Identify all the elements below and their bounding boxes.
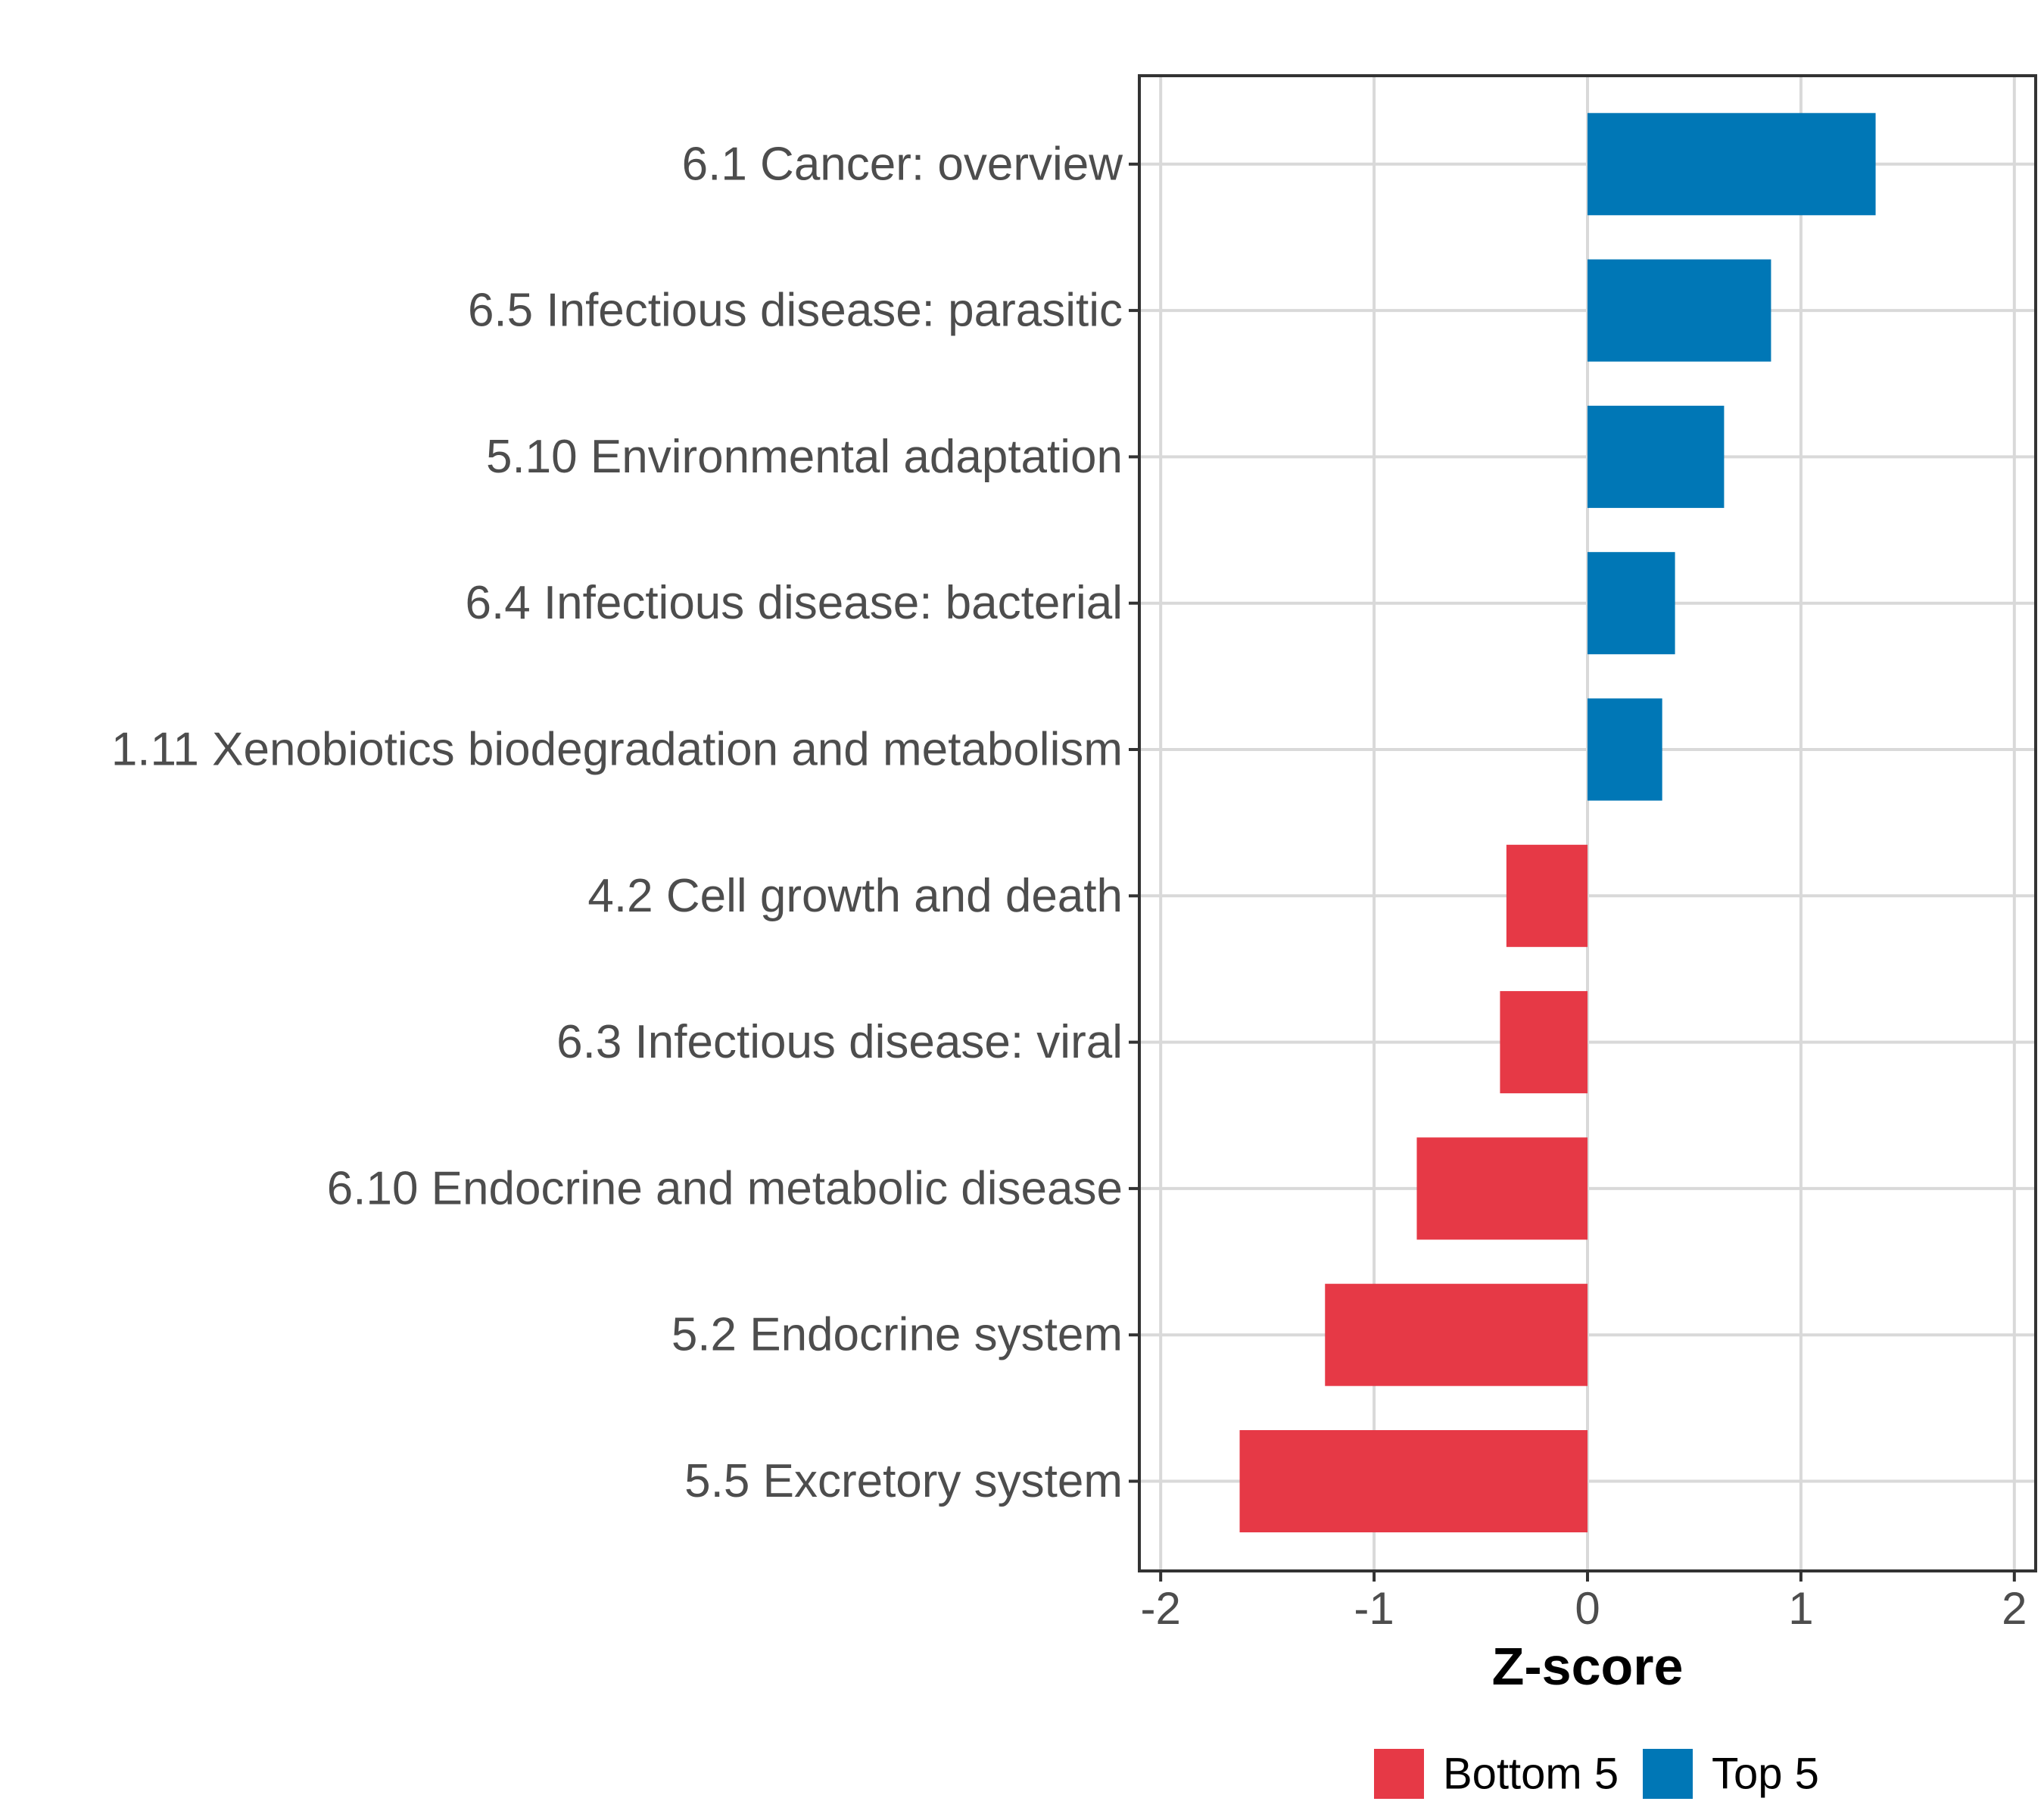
x-tick-label: -1 xyxy=(1354,1583,1394,1634)
legend-key-1 xyxy=(1643,1749,1693,1799)
bar-0 xyxy=(1588,113,1876,216)
bar-9 xyxy=(1239,1430,1588,1532)
y-tick-label: 1.11 Xenobiotics biodegradation and meta… xyxy=(111,724,1123,776)
bar-1 xyxy=(1588,259,1771,362)
bar-3 xyxy=(1588,552,1675,655)
y-tick-label: 6.4 Infectious disease: bacterial xyxy=(465,577,1123,629)
y-tick-label: 6.5 Infectious disease: parasitic xyxy=(468,285,1123,337)
y-tick-label: 5.2 Endocrine system xyxy=(671,1309,1123,1361)
bar-7 xyxy=(1416,1137,1588,1240)
legend: Bottom 5 Top 5 xyxy=(1374,1749,1819,1799)
y-tick-label: 6.3 Infectious disease: viral xyxy=(556,1016,1123,1068)
x-axis-title: Z-score xyxy=(1492,1637,1684,1696)
bar-5 xyxy=(1506,844,1588,947)
x-tick-label: 2 xyxy=(2002,1583,2027,1634)
y-tick-label: 5.10 Environmental adaptation xyxy=(486,431,1123,483)
legend-key-0 xyxy=(1374,1749,1424,1799)
bars xyxy=(1239,113,1876,1532)
bar-6 xyxy=(1500,991,1588,1094)
x-axis: -2 -1 0 1 2 xyxy=(1141,1571,2027,1634)
y-tick-label: 6.10 Endocrine and metabolic disease xyxy=(327,1162,1123,1214)
x-tick-label: -2 xyxy=(1141,1583,1181,1634)
x-tick-label: 1 xyxy=(1788,1583,1813,1634)
bar-2 xyxy=(1588,405,1725,508)
y-tick-label: 6.1 Cancer: overview xyxy=(682,138,1123,190)
y-tick-label: 4.2 Cell growth and death xyxy=(587,870,1123,922)
x-tick-label: 0 xyxy=(1575,1583,1600,1634)
legend-label-0: Bottom 5 xyxy=(1443,1750,1619,1799)
legend-label-1: Top 5 xyxy=(1712,1750,1819,1799)
y-axis: 6.1 Cancer: overview 6.5 Infectious disea… xyxy=(111,138,1139,1507)
bar-8 xyxy=(1325,1283,1588,1386)
y-tick-label: 5.5 Excretory system xyxy=(684,1455,1123,1507)
bar-4 xyxy=(1588,698,1662,801)
